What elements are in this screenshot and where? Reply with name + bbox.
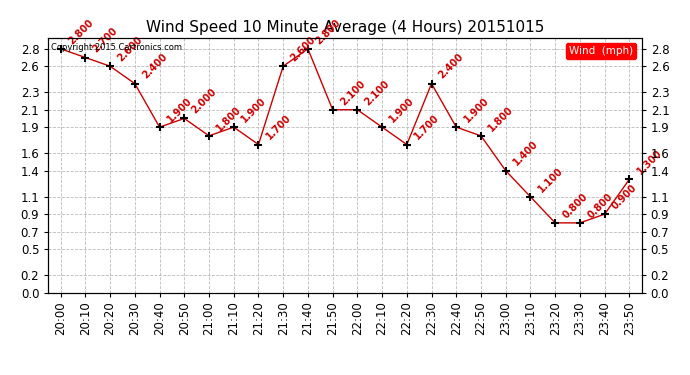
Text: 2.400: 2.400	[437, 52, 466, 81]
Text: 2.800: 2.800	[66, 17, 95, 46]
Text: 1.900: 1.900	[165, 96, 194, 124]
Text: 1.900: 1.900	[388, 96, 417, 124]
Text: 1.300: 1.300	[635, 148, 664, 177]
Text: 0.900: 0.900	[610, 183, 639, 212]
Text: 2.600: 2.600	[288, 34, 317, 63]
Text: 2.100: 2.100	[363, 78, 392, 107]
Text: 2.600: 2.600	[116, 34, 144, 63]
Text: 1.700: 1.700	[264, 113, 293, 142]
Text: 2.400: 2.400	[140, 52, 169, 81]
Legend: Wind  (mph): Wind (mph)	[566, 43, 636, 59]
Title: Wind Speed 10 Minute Average (4 Hours) 20151015: Wind Speed 10 Minute Average (4 Hours) 2…	[146, 20, 544, 35]
Text: 0.800: 0.800	[561, 191, 590, 220]
Text: 1.900: 1.900	[462, 96, 491, 124]
Text: 2.000: 2.000	[190, 87, 219, 116]
Text: 1.900: 1.900	[239, 96, 268, 124]
Text: 1.800: 1.800	[215, 104, 244, 133]
Text: Copyright 2015 Cartronics.com: Copyright 2015 Cartronics.com	[51, 43, 182, 52]
Text: 2.100: 2.100	[338, 78, 367, 107]
Text: 1.700: 1.700	[413, 113, 441, 142]
Text: 1.800: 1.800	[486, 104, 515, 133]
Text: 1.100: 1.100	[536, 165, 565, 194]
Text: 2.700: 2.700	[91, 26, 120, 55]
Text: 1.400: 1.400	[511, 139, 540, 168]
Text: 0.800: 0.800	[585, 191, 614, 220]
Text: 2.800: 2.800	[313, 17, 342, 46]
